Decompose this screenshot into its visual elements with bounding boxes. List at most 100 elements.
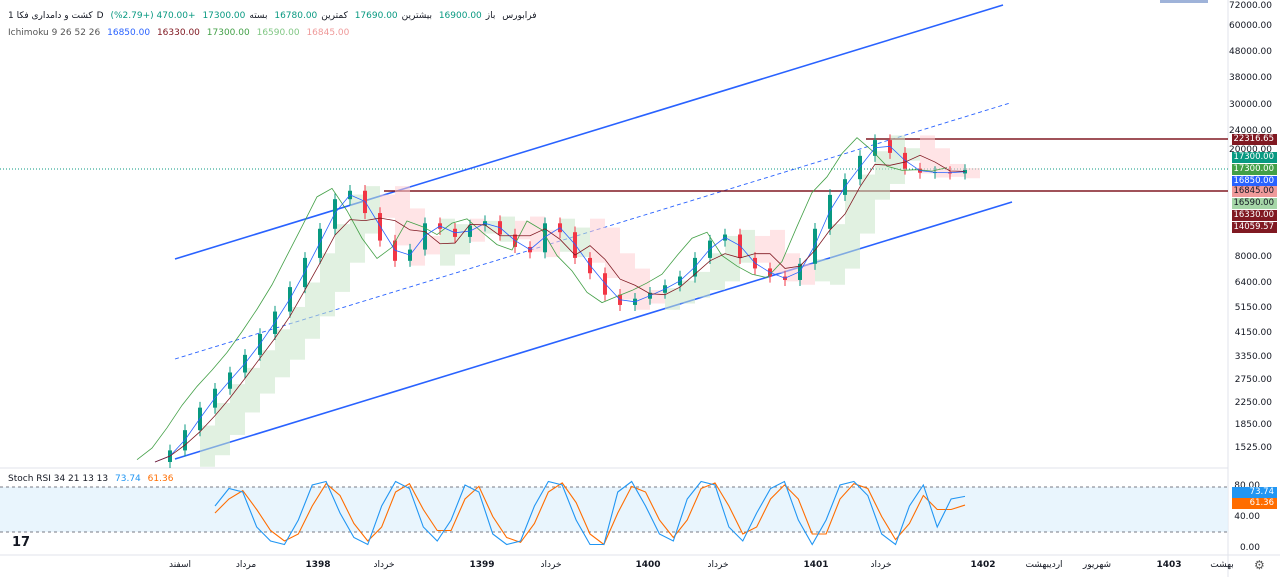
candle-body — [333, 199, 337, 229]
stoch-axis-label: 80.00 — [1234, 481, 1260, 491]
ohlc-close-label: بسته — [249, 11, 268, 21]
stoch-k-value: 73.74 — [115, 474, 141, 484]
price-axis-label: 24000.00 — [1229, 126, 1272, 136]
ichimoku-cloud-segment — [950, 163, 965, 177]
change-value: +470.00 (+2.79%) — [110, 11, 196, 21]
gear-icon[interactable]: ⚙ — [1254, 558, 1265, 572]
ichimoku-conversion-line — [154, 145, 966, 463]
ichimoku-cloud-segment — [395, 186, 410, 246]
ichimoku-cloud-segment — [200, 425, 215, 467]
ichimoku-cloud-segment — [380, 194, 395, 218]
ohlc-high-label: بیشترین — [401, 11, 432, 21]
price-axis-label: 3350.00 — [1234, 352, 1272, 362]
ohlc-high-value: 17690.00 — [354, 11, 398, 21]
price-axis-label: 72000.00 — [1229, 1, 1272, 11]
stoch-axis-label: 0.00 — [1239, 543, 1260, 553]
interval-label[interactable]: 1D — [8, 11, 104, 21]
price-axis-label: 2750.00 — [1234, 375, 1272, 385]
ichimoku-cloud-segment — [440, 218, 455, 266]
price-tag: 16845.00 — [1232, 186, 1277, 197]
ohlc-open-value: 16900.00 — [438, 11, 482, 21]
time-axis-label: 1403 — [1156, 560, 1182, 570]
ichimoku-cloud-segment — [845, 190, 860, 269]
ichimoku-title: Ichimoku 9 26 52 26 — [8, 28, 101, 38]
stoch-d-value: 61.36 — [147, 474, 174, 484]
ichimoku-cloud-segment — [245, 367, 260, 413]
ohlc-low-label: کمترین — [321, 11, 348, 21]
ichimoku-cloud-segment — [275, 329, 290, 378]
time-axis-label: 1401 — [803, 560, 829, 570]
ichimoku-cloud-segment — [215, 403, 230, 456]
stoch-k-line — [214, 480, 966, 546]
ohlc-open-label: باز — [485, 11, 496, 21]
time-axis-label: خرداد — [707, 560, 729, 570]
ohlc-close-value: 17300.00 — [202, 11, 246, 21]
ohlc-legend: کشت و دامداری فکا 1D فرابورس باز16900.00… — [8, 10, 541, 22]
channel-lower-line — [174, 201, 1013, 460]
ichimoku-legend[interactable]: Ichimoku 9 26 52 26 16850.00 16330.00 17… — [8, 27, 353, 39]
ichimoku-cloud-segment — [965, 168, 980, 179]
price-tag: 16850.00 — [1232, 176, 1277, 187]
ichimoku-cloud-segment — [650, 290, 665, 304]
price-axis-label: 1525.00 — [1234, 443, 1272, 453]
ichimoku-base: 16330.00 — [156, 28, 200, 38]
ichimoku-cloud-segment — [665, 288, 680, 310]
price-tag: 14059.57 — [1232, 222, 1277, 233]
top-toolbar-button[interactable] — [1160, 0, 1208, 3]
ichimoku-cloud-segment — [335, 224, 350, 292]
ichimoku-lead-a: 16590.00 — [256, 28, 300, 38]
time-axis-label: خرداد — [540, 560, 562, 570]
ichimoku-cloud-segment — [740, 229, 755, 263]
candle-body — [813, 228, 817, 264]
ichimoku-cloud-segment — [890, 135, 905, 184]
ichimoku-cloud-segment — [365, 186, 380, 234]
ichimoku-lead-b: 16845.00 — [306, 28, 350, 38]
stoch-tag: 61.36 — [1232, 498, 1277, 509]
time-axis-label: 1398 — [305, 560, 331, 570]
ichimoku-cloud-segment — [935, 148, 950, 178]
price-tag: 22316.65 — [1232, 134, 1277, 145]
price-axis-label: 30000.00 — [1229, 100, 1272, 110]
candle-body — [423, 223, 427, 250]
time-axis-label: شهریور — [1082, 560, 1112, 570]
ichimoku-cloud-segment — [350, 194, 365, 263]
ichimoku-conversion: 16850.00 — [107, 28, 151, 38]
ichimoku-cloud-segment — [530, 216, 545, 252]
price-axis-label: 60000.00 — [1229, 21, 1272, 31]
price-tag: 16590.00 — [1232, 198, 1277, 209]
ichimoku-cloud-segment — [425, 235, 440, 255]
candle-body — [318, 228, 322, 258]
price-axis-label: 6400.00 — [1234, 278, 1272, 288]
candle-body — [393, 240, 397, 261]
ichimoku-cloud-segment — [620, 253, 635, 300]
price-tag: 17300.00 — [1232, 152, 1277, 163]
time-axis-label: اسفند — [168, 560, 192, 570]
ichimoku-cloud-segment — [815, 259, 830, 282]
ichimoku-cloud-segment — [920, 135, 935, 174]
price-axis-label: 48000.00 — [1229, 47, 1272, 57]
price-axis-label: 1850.00 — [1234, 420, 1272, 430]
ichimoku-cloud-segment — [905, 148, 920, 161]
time-axis-label: خرداد — [870, 560, 892, 570]
ichimoku-cloud-segment — [695, 271, 710, 298]
stoch-legend[interactable]: Stoch RSI 34 21 13 13 73.74 61.36 — [8, 473, 177, 485]
price-axis-label: 20000.00 — [1229, 145, 1272, 155]
ichimoku-cloud-segment — [575, 227, 590, 258]
price-axis-label: 8000.00 — [1234, 252, 1272, 262]
time-axis-label: خرداد — [373, 560, 395, 570]
ichimoku-cloud-segment — [680, 280, 695, 304]
stoch-band — [0, 487, 1228, 532]
ichimoku-cloud-segment — [410, 208, 425, 266]
ichimoku-cloud-segment — [260, 350, 275, 394]
time-axis-label: 1402 — [970, 560, 996, 570]
ichimoku-cloud-segment — [725, 235, 740, 282]
ichimoku-cloud-segment — [875, 151, 890, 200]
symbol-name[interactable]: کشت و دامداری فکا — [16, 11, 93, 21]
candle-body — [543, 223, 547, 253]
candle-body — [828, 194, 832, 229]
tradingview-logo-icon[interactable]: 17 — [12, 535, 31, 550]
ichimoku-cloud-segment — [230, 384, 245, 435]
stoch-d-line — [214, 482, 966, 546]
ichimoku-cloud-segment — [860, 174, 875, 234]
